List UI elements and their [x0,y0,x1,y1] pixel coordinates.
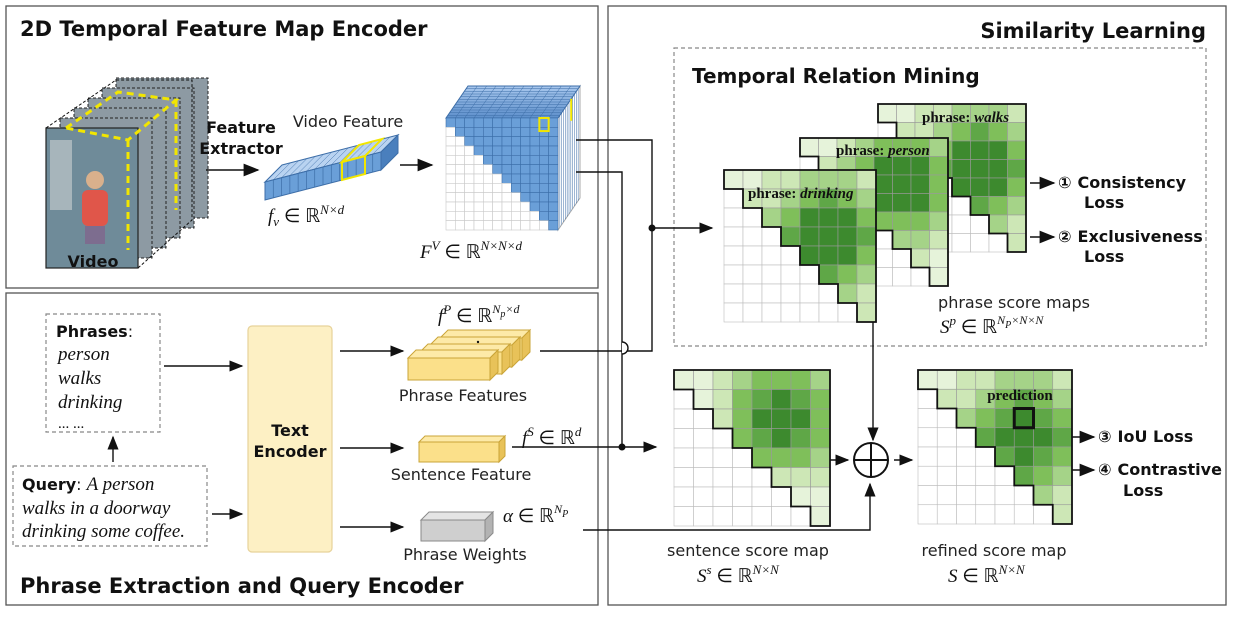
fv-formula: fv ∈ ℝN×d [268,202,345,229]
refined-score-map [917,369,1073,525]
query-encoder-panel [5,292,599,606]
phrase-map-label-walks: phrase: walks [922,110,1009,126]
phrase-map-label-person: phrase: person [836,143,930,159]
video-frames-icon: Video [45,77,209,271]
phrase-weights-bar [419,510,495,543]
relation-mining-title: Temporal Relation Mining [692,64,980,88]
sentence-score-map [673,369,831,527]
loss-consistency-2: Loss [1084,193,1124,212]
loss-exclusiveness-2: Loss [1084,247,1124,266]
fP-formula: fP ∈ ℝNp×d [438,302,520,327]
extractor-label-1: Feature [206,118,276,137]
loss-exclusiveness: ② Exclusiveness [1058,227,1203,246]
phrase-features-label: Phrase Features [399,386,527,405]
phrase-score-maps-label: phrase score maps [938,293,1090,312]
connector-lines [512,139,914,531]
fS-formula: fS ∈ ℝd [522,424,582,449]
query-line-2: walks in a doorway [22,498,171,519]
loss-iou: ③ IoU Loss [1098,427,1193,446]
similarity-title: Similarity Learning [980,19,1206,43]
prediction-label: prediction [987,388,1053,404]
video-encoder-title: 2D Temporal Feature Map Encoder [20,17,428,41]
phrase-ellipsis: ... ... [58,416,84,432]
refined-score-map-label: refined score map [922,541,1067,560]
query-line-3: drinking some coffee. [22,521,185,542]
query-box [12,465,208,547]
loss-contrastive-2: Loss [1123,481,1163,500]
sentence-feature-label: Sentence Feature [391,465,532,484]
phrase-weights-label: Phrase Weights [403,545,527,564]
Ss-formula: Ss ∈ ℝN×N [697,562,780,587]
extractor-label-2: Extractor [199,139,283,158]
query-line-1: Query: A person [22,474,154,495]
S-formula: S ∈ ℝN×N [948,562,1026,587]
phrases-title: Phrases: [56,322,133,341]
phrase-item: walks [58,368,101,389]
sentence-feature-bar [417,434,507,464]
video-encoder-panel [5,5,599,289]
relation-mining-panel [673,47,1207,347]
phrase-item: drinking [58,392,122,413]
phrase-score-map-drinking [723,169,877,323]
alpha-formula: α ∈ ℝNP [503,502,568,527]
text-encoder-label-1: Text [271,421,309,440]
video-feature-bar [263,133,400,201]
loss-consistency: ① Consistency [1058,173,1187,192]
phrase-item: person [56,344,110,365]
phrases-box [45,313,161,433]
aggregation-plus-icon [853,442,889,478]
text-encoder-block [247,325,333,553]
sentence-score-map-label: sentence score map [667,541,829,560]
video-feature-label: Video Feature [293,112,403,131]
query-encoder-title: Phrase Extraction and Query Encoder [20,574,464,598]
Sp-formula: Sp ∈ ℝNP×N×N [940,313,1044,338]
FV-formula: FV ∈ ℝN×N×d [419,238,523,263]
phrase-map-label-drinking: phrase: drinking [748,186,854,202]
loss-contrastive: ④ Contrastive [1098,460,1222,479]
text-encoder-label-2: Encoder [254,442,327,461]
video-label: Video [68,252,119,271]
similarity-panel [607,5,1227,606]
phrase-features-stack [406,328,532,382]
temporal-feature-map-cube [445,84,581,232]
